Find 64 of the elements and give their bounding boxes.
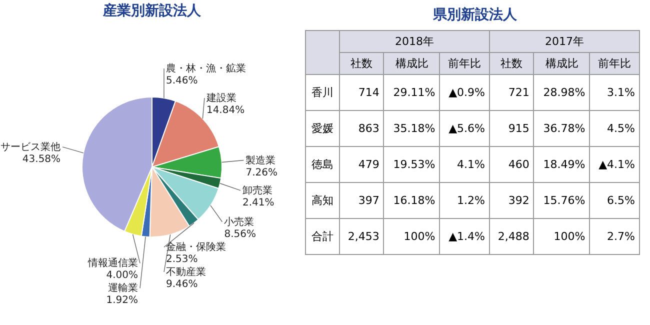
data-label: 9.46% — [166, 279, 198, 290]
data-label: 8.56% — [224, 228, 256, 240]
text: 915 — [508, 122, 530, 135]
category-label: 高知 — [311, 194, 334, 207]
text: 29.11% — [393, 86, 436, 99]
data-label: 7.26% — [246, 167, 278, 178]
text: 36.78% — [543, 122, 586, 135]
text: 3.1% — [607, 86, 635, 99]
chart-title: 産業別新設法人 — [102, 2, 202, 19]
text: 460 — [508, 158, 530, 171]
text: 28.98% — [543, 86, 586, 99]
category-label: 前年比 — [440, 52, 490, 74]
text: 4.5% — [607, 122, 635, 135]
slice-label: 卸売業 — [242, 184, 272, 196]
text: ▲1.4% — [448, 230, 485, 243]
text: 397 — [358, 194, 380, 207]
text: 15.76% — [543, 194, 586, 207]
data-label: 4.00% — [106, 270, 138, 282]
category-label: 構成比 — [384, 52, 440, 74]
category-label: 社数 — [339, 52, 384, 74]
data-label: 1.92% — [106, 295, 138, 306]
category-label: 社数 — [489, 52, 534, 74]
text: 16.18% — [393, 194, 436, 207]
data-label: 5.46% — [166, 75, 198, 86]
category-label: 香川 — [311, 86, 334, 99]
text: 19.53% — [393, 158, 436, 171]
text: 2,453 — [348, 230, 380, 243]
category-label: 前年比 — [590, 52, 640, 74]
data-label: 2.53% — [166, 254, 198, 266]
text: ▲4.1% — [598, 158, 635, 171]
slice-label: 不動産業 — [166, 266, 206, 278]
category-label: 愛媛 — [311, 122, 334, 135]
data-label: 2.41% — [242, 197, 274, 208]
text: 35.18% — [393, 122, 436, 135]
category-label: 合計 — [311, 230, 334, 243]
text: 392 — [508, 194, 530, 207]
slice-label: 建設業 — [205, 92, 236, 104]
text: 4.1% — [457, 158, 485, 171]
data-label: 14.84% — [206, 104, 245, 116]
slice-label: 運輸業 — [108, 282, 138, 294]
text: 721 — [508, 86, 530, 99]
text: 2.7% — [607, 230, 635, 243]
text: 100% — [554, 230, 586, 243]
slice-label: 小売業 — [224, 216, 254, 228]
text: 2,488 — [498, 230, 530, 243]
text: 6.5% — [607, 194, 635, 207]
slice-label: 農・林・漁・鉱業 — [166, 62, 246, 74]
text: 2017年 — [489, 30, 640, 52]
slice-label: 製造業 — [246, 154, 276, 166]
slice-label: 情報通信業 — [87, 257, 138, 270]
text: ▲0.9% — [448, 86, 485, 99]
text: 18.49% — [543, 158, 586, 171]
text: 863 — [358, 122, 380, 135]
text: 2018年 — [339, 30, 490, 52]
text: 100% — [404, 230, 436, 243]
text: 714 — [358, 86, 380, 99]
slice-label: サービス業他 — [0, 140, 61, 153]
category-label: 徳島 — [311, 158, 334, 171]
text: 1.2% — [457, 194, 485, 207]
text: 県別新設法人 — [432, 6, 518, 24]
category-label: 構成比 — [534, 52, 590, 74]
text: ▲5.6% — [448, 122, 485, 135]
data-label: 43.58% — [22, 154, 61, 165]
text: 479 — [358, 158, 380, 171]
